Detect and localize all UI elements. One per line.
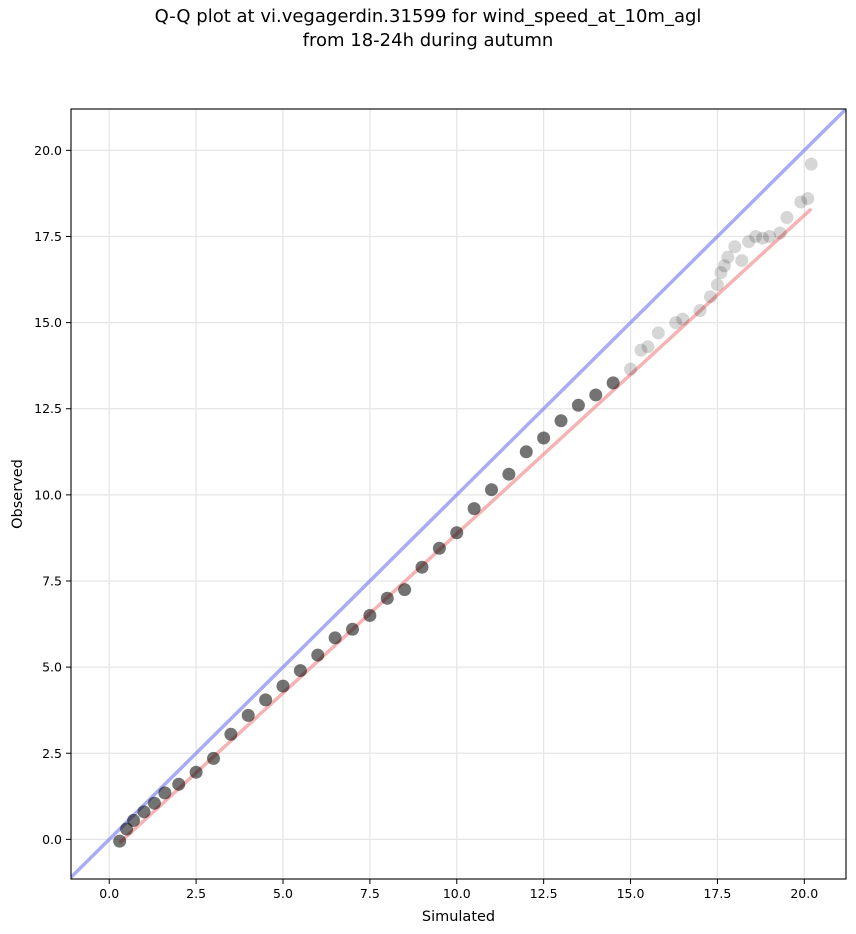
quantile-point — [693, 304, 707, 318]
quantile-point — [158, 786, 172, 800]
quantile-point — [485, 483, 499, 497]
quantile-point — [651, 326, 665, 340]
quantile-point — [398, 583, 412, 597]
x-tick-label: 2.5 — [186, 886, 206, 901]
quantile-point — [763, 229, 777, 243]
x-tick-label: 12.5 — [530, 886, 558, 901]
quantile-point — [259, 693, 273, 707]
quantile-point — [804, 157, 818, 171]
quantile-point — [450, 526, 464, 540]
quantile-point — [311, 648, 325, 662]
quantile-point — [676, 312, 690, 326]
x-tick-label: 17.5 — [703, 886, 731, 901]
y-tick-label: 5.0 — [42, 660, 62, 675]
x-tick-label: 20.0 — [790, 886, 818, 901]
quantile-point — [735, 254, 749, 268]
y-tick-label: 20.0 — [34, 143, 62, 158]
quantile-point — [293, 664, 307, 678]
x-tick-label: 10.0 — [443, 886, 471, 901]
quantile-point — [127, 813, 141, 827]
chart-title: Q-Q plot at vi.vegagerdin.31599 for wind… — [154, 6, 702, 27]
quantile-point — [773, 226, 787, 240]
quantile-point — [710, 278, 724, 292]
x-tick-label: 5.0 — [273, 886, 293, 901]
y-axis-label: Observed — [10, 459, 26, 529]
x-axis-label: Simulated — [422, 909, 495, 925]
y-tick-label: 0.0 — [42, 832, 62, 847]
quantile-point — [363, 608, 377, 622]
quantile-point — [794, 195, 808, 209]
y-tick-label: 17.5 — [34, 229, 62, 244]
quantile-point — [189, 765, 203, 779]
x-tick-label: 7.5 — [360, 886, 380, 901]
quantile-point — [624, 362, 638, 376]
quantile-point — [756, 231, 770, 245]
quantile-point — [634, 343, 648, 357]
quantile-point — [721, 250, 735, 264]
quantile-point — [328, 631, 342, 645]
quantile-point — [641, 340, 655, 354]
quantile-point — [206, 751, 220, 765]
quantile-point — [589, 388, 603, 402]
quantile-point — [502, 467, 516, 481]
quantile-point — [571, 398, 585, 412]
fit-line — [118, 207, 813, 845]
quantile-point — [276, 679, 290, 693]
quantile-point — [380, 591, 394, 605]
quantile-point — [801, 192, 815, 206]
quantile-point — [742, 235, 756, 249]
quantile-point — [467, 502, 481, 516]
quantile-point — [703, 290, 717, 304]
quantile-point — [147, 796, 161, 810]
quantile-point — [717, 259, 731, 273]
reference-line — [71, 109, 846, 879]
chart-subtitle: from 18-24h during autumn — [302, 30, 554, 51]
quantile-point — [519, 445, 533, 459]
x-tick-label: 15.0 — [617, 886, 645, 901]
quantile-point — [224, 727, 238, 741]
y-tick-label: 2.5 — [42, 746, 62, 761]
quantile-point — [780, 211, 794, 225]
quantile-point — [120, 822, 134, 836]
quantile-point — [669, 316, 683, 330]
y-tick-label: 15.0 — [34, 315, 62, 330]
quantile-point — [432, 541, 446, 555]
quantile-point — [537, 431, 551, 445]
quantile-point — [749, 229, 763, 243]
quantile-point — [346, 622, 360, 636]
y-tick-label: 7.5 — [42, 573, 62, 588]
x-tick-label: 0.0 — [99, 886, 119, 901]
quantile-point — [113, 834, 127, 848]
quantile-point — [172, 777, 186, 791]
plot-frame — [70, 108, 847, 880]
y-tick-label: 10.0 — [34, 487, 62, 502]
quantile-point — [554, 414, 568, 428]
quantile-point — [728, 240, 742, 254]
quantile-point — [137, 805, 151, 819]
quantile-point — [714, 266, 728, 280]
quantile-point — [415, 560, 429, 574]
quantile-point — [241, 708, 255, 722]
y-tick-label: 12.5 — [34, 401, 62, 416]
quantile-point — [606, 376, 620, 390]
